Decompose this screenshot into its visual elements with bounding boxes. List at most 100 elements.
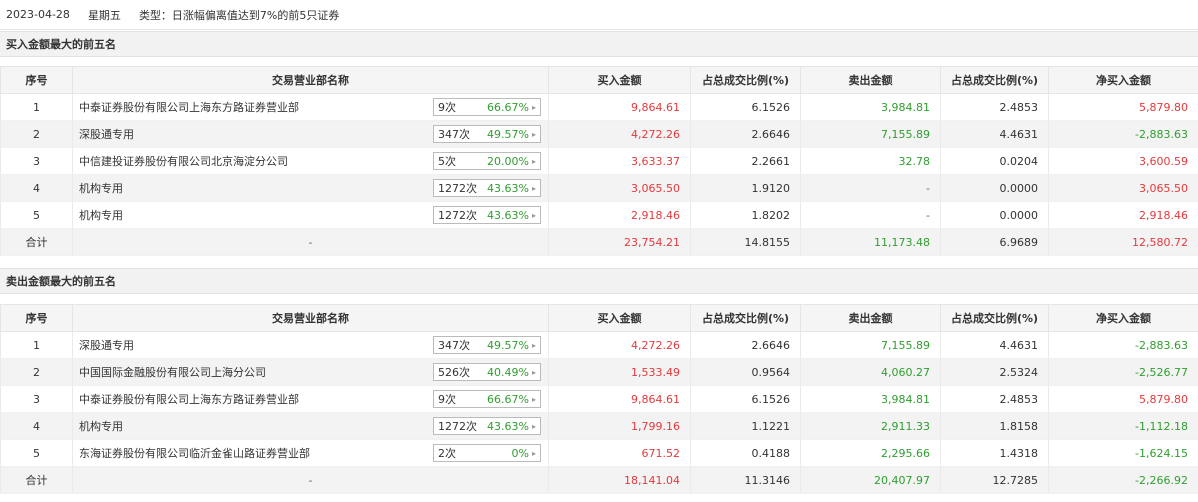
broker-stats-button[interactable]: 347次 49.57% ▸ — [433, 336, 541, 354]
sell-ratio: 2.4853 — [940, 385, 1049, 413]
table-row: 4 机构专用 1272次 43.63% ▸ 3,065.50 1.9120-0.0000 3,… — [0, 174, 1198, 202]
buy-top5-table: 序号 交易营业部名称 买入金额 占总成交比例(%) 卖出金额 占总成交比例(%)… — [0, 66, 1198, 256]
broker-stats-button[interactable]: 347次 49.57% ▸ — [433, 125, 541, 143]
col-header-net: 净买入金额 — [1048, 304, 1198, 332]
win-rate: 49.57% — [487, 338, 529, 352]
chevron-right-icon: ▸ — [531, 448, 536, 458]
total-label: 合计 — [0, 466, 73, 494]
win-rate: 43.63% — [487, 181, 529, 195]
net-amount: -1,624.15 — [1048, 439, 1198, 467]
chevron-right-icon: ▸ — [531, 183, 536, 193]
buy-ratio: 6.1526 — [690, 385, 801, 413]
appearance-count: 1272次 — [438, 182, 477, 195]
total-buy-amount: 18,141.04 — [548, 466, 691, 494]
buy-amount: 1,533.49 — [548, 358, 691, 386]
sell-ratio: 2.5324 — [940, 358, 1049, 386]
total-name-placeholder: - — [72, 228, 549, 256]
appearance-count: 347次 — [438, 339, 470, 352]
buy-amount: 3,065.50 — [548, 174, 691, 202]
total-buy-amount: 23,754.21 — [548, 228, 691, 256]
appearance-count: 1272次 — [438, 209, 477, 222]
buy-ratio: 6.1526 — [690, 93, 801, 121]
win-rate: 20.00% — [487, 154, 529, 168]
sell-amount: 2,911.33 — [800, 412, 941, 440]
broker-stats-button[interactable]: 5次 20.00% ▸ — [433, 152, 541, 170]
appearance-count: 347次 — [438, 128, 470, 141]
broker-stats-button[interactable]: 2次 0% ▸ — [433, 444, 541, 462]
sell-amount: 7,155.89 — [800, 120, 941, 148]
sell-amount: 3,984.81 — [800, 385, 941, 413]
sell-amount: - — [800, 174, 941, 202]
appearance-count: 9次 — [438, 101, 456, 114]
broker-name: 中国国际金融股份有限公司上海分公司 — [79, 366, 266, 379]
col-header-idx: 序号 — [0, 304, 73, 332]
row-index: 4 — [0, 412, 73, 440]
broker-name: 机构专用 — [79, 209, 123, 222]
net-amount: -2,526.77 — [1048, 358, 1198, 386]
broker-name: 中信建投证券股份有限公司北京海淀分公司 — [79, 155, 288, 168]
sell-ratio: 0.0000 — [940, 174, 1049, 202]
total-buy-ratio: 14.8155 — [690, 228, 801, 256]
win-rate: 43.63% — [487, 208, 529, 222]
broker-cell: 中泰证券股份有限公司上海东方路证券营业部 9次 66.67% ▸ — [72, 385, 549, 413]
broker-stats-button[interactable]: 1272次 43.63% ▸ — [433, 206, 541, 224]
broker-stats-button[interactable]: 1272次 43.63% ▸ — [433, 417, 541, 435]
chevron-right-icon: ▸ — [531, 129, 536, 139]
broker-stats-button[interactable]: 526次 40.49% ▸ — [433, 363, 541, 381]
broker-cell: 机构专用 1272次 43.63% ▸ — [72, 201, 549, 229]
chevron-right-icon: ▸ — [531, 421, 536, 431]
broker-stats-button[interactable]: 9次 66.67% ▸ — [433, 390, 541, 408]
col-header-net: 净买入金额 — [1048, 66, 1198, 94]
broker-cell: 中泰证券股份有限公司上海东方路证券营业部 9次 66.67% ▸ — [72, 93, 549, 121]
buy-amount: 2,918.46 — [548, 201, 691, 229]
buy-amount: 9,864.61 — [548, 93, 691, 121]
total-sell-ratio: 12.7285 — [940, 466, 1049, 494]
net-amount: -1,112.18 — [1048, 412, 1198, 440]
broker-stats-button[interactable]: 1272次 43.63% ▸ — [433, 179, 541, 197]
win-rate: 40.49% — [487, 365, 529, 379]
win-rate: 66.67% — [487, 392, 529, 406]
table-row: 2 中国国际金融股份有限公司上海分公司 526次 40.49% ▸ 1,533.49 0.9… — [0, 358, 1198, 386]
row-index: 4 — [0, 174, 73, 202]
net-amount: 3,065.50 — [1048, 174, 1198, 202]
net-amount: 2,918.46 — [1048, 201, 1198, 229]
row-index: 2 — [0, 358, 73, 386]
sell-ratio: 1.4318 — [940, 439, 1049, 467]
broker-stats-button[interactable]: 9次 66.67% ▸ — [433, 98, 541, 116]
broker-cell: 中信建投证券股份有限公司北京海淀分公司 5次 20.00% ▸ — [72, 147, 549, 175]
buy-ratio: 2.2661 — [690, 147, 801, 175]
col-header-name: 交易营业部名称 — [72, 66, 549, 94]
chevron-right-icon: ▸ — [531, 367, 536, 377]
net-amount: -2,883.63 — [1048, 120, 1198, 148]
buy-section-title: 买入金额最大的前五名 — [0, 31, 1198, 57]
table-row: 2 深股通专用 347次 49.57% ▸ 4,272.26 2.6646 7,155.89 4… — [0, 120, 1198, 148]
row-index: 1 — [0, 93, 73, 121]
broker-wrap: 中信建投证券股份有限公司北京海淀分公司 5次 20.00% ▸ — [79, 152, 542, 170]
chevron-right-icon: ▸ — [531, 156, 536, 166]
appearance-count: 526次 — [438, 366, 470, 379]
win-rate: 0% — [511, 446, 529, 460]
broker-wrap: 深股通专用 347次 49.57% ▸ — [79, 336, 542, 354]
appearance-count: 9次 — [438, 393, 456, 406]
total-net-amount: -2,266.92 — [1048, 466, 1198, 494]
buy-ratio: 1.1221 — [690, 412, 801, 440]
row-index: 5 — [0, 201, 73, 229]
broker-wrap: 机构专用 1272次 43.63% ▸ — [79, 206, 542, 224]
broker-name: 东海证券股份有限公司临沂金雀山路证券营业部 — [79, 447, 310, 460]
total-net-amount: 12,580.72 — [1048, 228, 1198, 256]
net-amount: -2,883.63 — [1048, 331, 1198, 359]
total-row: 合计 -23,754.21 14.8155 11,173.48 6.9689 12,580… — [0, 228, 1198, 256]
buy-amount: 3,633.37 — [548, 147, 691, 175]
sell-amount: 7,155.89 — [800, 331, 941, 359]
chevron-right-icon: ▸ — [531, 102, 536, 112]
sell-amount: - — [800, 201, 941, 229]
broker-wrap: 中国国际金融股份有限公司上海分公司 526次 40.49% ▸ — [79, 363, 542, 381]
broker-wrap: 机构专用 1272次 43.63% ▸ — [79, 417, 542, 435]
appearance-count: 2次 — [438, 447, 456, 460]
col-header-name: 交易营业部名称 — [72, 304, 549, 332]
sell-ratio: 1.8158 — [940, 412, 1049, 440]
buy-amount: 4,272.26 — [548, 331, 691, 359]
sell-ratio: 0.0000 — [940, 201, 1049, 229]
win-rate: 66.67% — [487, 100, 529, 114]
sell-amount: 32.78 — [800, 147, 941, 175]
